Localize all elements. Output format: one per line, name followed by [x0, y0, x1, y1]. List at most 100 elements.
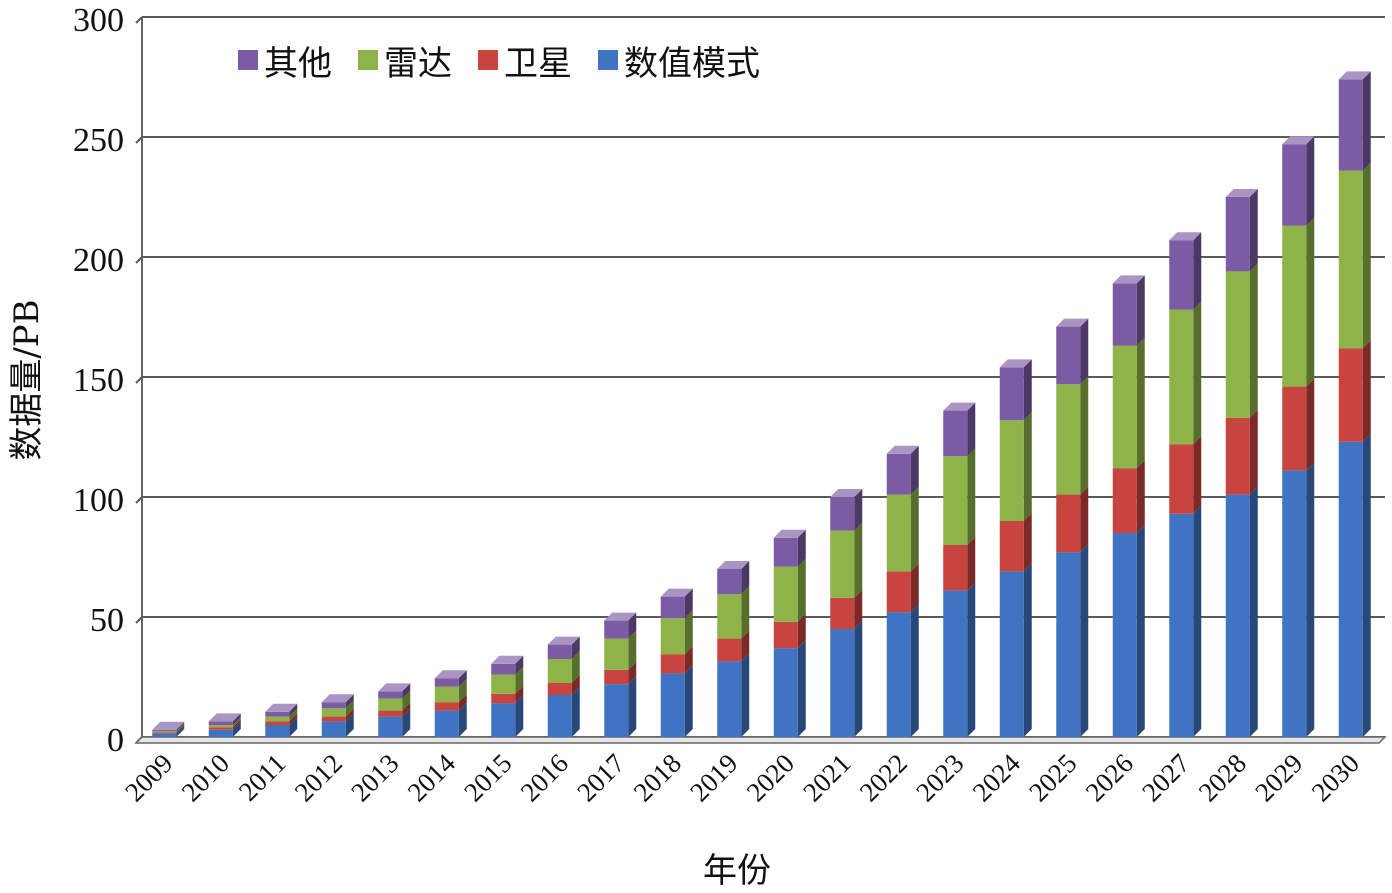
bar-top-2026 [1112, 275, 1145, 284]
bar-side-2014-1 [458, 694, 467, 711]
bar-segment-2019-3 [717, 569, 742, 595]
bar-segment-2026-2 [1112, 345, 1137, 469]
bar-side-2012-1 [345, 708, 354, 722]
bar-segment-2011-2 [265, 716, 290, 722]
bar-stack-2023 [943, 402, 976, 737]
x-tick-label: 2025 [1023, 748, 1082, 807]
bar-side-2016-3 [571, 636, 580, 659]
x-tick-label: 2011 [233, 748, 292, 807]
x-tick-label: 2013 [345, 748, 404, 807]
gridline-depth-300 [135, 16, 143, 24]
bar-side-2024-1 [1023, 513, 1032, 572]
bar-side-2013-0 [402, 708, 411, 737]
x-tick-label: 2015 [458, 748, 517, 807]
bar-side-2026-1 [1136, 460, 1145, 533]
bar-segment-2024-1 [999, 521, 1024, 572]
legend: 其他 雷达 卫星 数值模式 [238, 44, 760, 84]
y-tick-label: 200 [73, 242, 124, 279]
bar-side-2020-3 [797, 529, 806, 567]
bar-segment-2011-1 [265, 721, 290, 725]
bar-segment-2018-0 [660, 673, 685, 737]
bar-top-2017 [604, 612, 637, 621]
bar-top-2023 [943, 402, 976, 411]
bar-side-2023-3 [967, 402, 976, 457]
x-tick-label: 2009 [119, 748, 178, 807]
bar-side-2019-2 [741, 586, 750, 639]
bar-side-2022-3 [910, 445, 919, 495]
bar-segment-2021-3 [830, 497, 855, 531]
bar-top-2030 [1338, 71, 1371, 80]
bar-side-2024-2 [1023, 412, 1032, 521]
bar-segment-2028-1 [1225, 417, 1250, 495]
bar-side-2009-0 [176, 725, 185, 737]
bar-stack-2009 [152, 721, 185, 737]
legend-swatch [358, 50, 378, 70]
bar-side-2016-1 [571, 675, 580, 695]
bar-segment-2017-3 [604, 620, 629, 639]
bar-side-2016-0 [571, 687, 580, 737]
y-tick-label: 150 [73, 362, 124, 399]
x-tick-labels: 2009201020112012201320142015201620172018… [119, 748, 1365, 808]
bar-segment-2023-1 [943, 545, 968, 591]
bar-segment-2019-0 [717, 661, 742, 737]
bar-stack-2026 [1112, 275, 1145, 737]
bar-segment-2030-3 [1338, 79, 1363, 171]
bar-side-2028-3 [1249, 189, 1258, 272]
bar-segment-2011-3 [265, 711, 290, 717]
bar-side-2027-2 [1193, 301, 1202, 445]
y-tick-label: 100 [73, 482, 124, 519]
bar-top-2014 [434, 670, 467, 679]
bar-side-2030-3 [1362, 71, 1371, 171]
bar-side-2017-3 [628, 612, 637, 639]
bar-side-2021-2 [854, 522, 863, 598]
bar-segment-2030-1 [1338, 348, 1363, 442]
x-tick-label: 2017 [571, 748, 630, 807]
bar-side-2012-2 [345, 700, 354, 717]
bar-segment-2010-1 [208, 727, 233, 730]
bar-segment-2021-2 [830, 530, 855, 598]
bar-segment-2020-1 [773, 621, 798, 649]
x-tick-label: 2029 [1249, 748, 1308, 807]
bar-segment-2014-2 [434, 686, 459, 703]
bar-segment-2024-3 [999, 367, 1024, 421]
bar-top-2018 [660, 588, 693, 597]
bar-side-2015-1 [515, 685, 524, 704]
bar-side-2022-0 [910, 604, 919, 737]
bar-top-2015 [491, 655, 524, 664]
bar-segment-2009-0 [152, 733, 177, 737]
bar-side-2022-1 [910, 563, 919, 613]
bar-segment-2028-0 [1225, 494, 1250, 737]
bar-stack-2012 [321, 694, 354, 737]
bar-segment-2009-3 [152, 729, 177, 731]
bar-segment-2010-2 [208, 725, 233, 728]
bar-side-2025-3 [1080, 318, 1089, 385]
bar-side-2018-3 [684, 588, 693, 619]
bar-side-2009-2 [176, 723, 185, 733]
bar-segment-2025-3 [1056, 326, 1081, 385]
bar-segment-2019-1 [717, 638, 742, 662]
bar-segment-2021-1 [830, 597, 855, 629]
bar-side-2026-3 [1136, 275, 1145, 346]
x-tick-label: 2010 [176, 748, 235, 807]
bar-segment-2014-0 [434, 710, 459, 737]
bar-side-2021-0 [854, 621, 863, 737]
bar-side-2030-2 [1362, 162, 1371, 349]
x-axis-title: 年份 [703, 851, 771, 891]
bar-side-2023-1 [967, 537, 976, 591]
bar-segment-2029-0 [1282, 470, 1307, 737]
bar-segment-2029-3 [1282, 144, 1307, 226]
bar-side-2012-0 [345, 713, 354, 737]
bar-top-2022 [886, 445, 919, 454]
x-tick-label: 2019 [684, 748, 743, 807]
bar-side-2028-1 [1249, 409, 1258, 495]
x-tick-label: 2030 [1306, 748, 1365, 807]
x-tick-label: 2016 [515, 748, 574, 807]
bar-stack-2020 [773, 529, 806, 737]
gridline-depth-250 [135, 136, 143, 144]
bar-side-2014-2 [458, 678, 467, 703]
bar-stack-2010 [208, 713, 241, 737]
x-tick-label: 2024 [967, 748, 1027, 808]
x-tick-label: 2028 [1193, 748, 1252, 807]
bar-stack-2025 [1056, 318, 1089, 737]
bar-segment-2012-2 [321, 708, 346, 717]
